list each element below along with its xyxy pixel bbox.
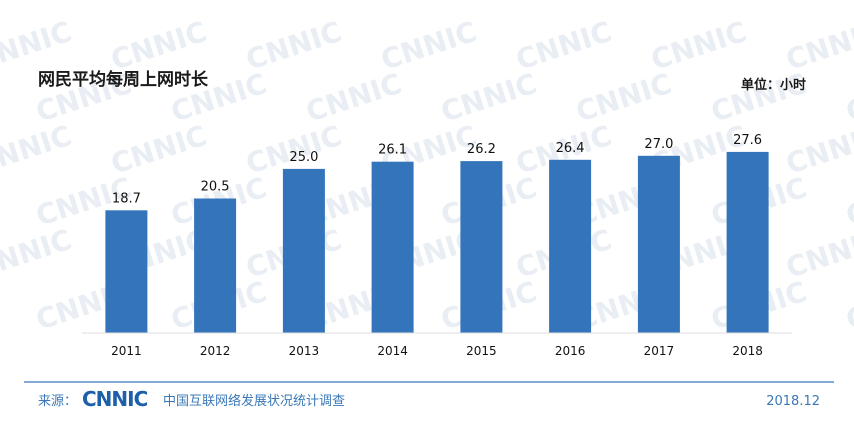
unit-label: 单位：小时 [741,77,806,93]
bar-2012 [194,198,237,333]
x-tick-2017: 2017 [644,344,675,358]
watermark-text: CNNIC [0,223,76,285]
x-tick-labels: 2011 2012 2013 2014 2015 2016 2017 2018 [111,344,763,358]
watermark-text: CNNIC [302,67,406,129]
watermark-text: CNNIC [782,119,854,181]
cnnic-logo: CNNIC [82,387,148,411]
value-label-2013: 25.0 [289,150,318,165]
bar-2017 [637,155,680,333]
value-label-2015: 26.2 [467,142,496,157]
value-label-2011: 18.7 [112,191,141,206]
value-label-2016: 26.4 [556,141,585,156]
bar-2013 [282,168,325,333]
chart-title: 网民平均每周上网时长 [38,69,209,90]
bar-2011 [105,210,148,333]
x-tick-2011: 2011 [111,344,142,358]
value-label-2012: 20.5 [201,180,230,195]
value-label-2017: 27.0 [644,137,673,152]
bar-2015 [460,161,503,333]
watermark-text: CNNIC [437,67,541,129]
value-label-2014: 26.1 [378,143,407,158]
watermark-text: CNNIC [782,223,854,285]
bar-2014 [371,161,414,333]
bars-group: 18.7 20.5 25.0 26.1 26.2 26.4 27.0 27.6 [105,133,769,334]
report-date: 2018.12 [766,394,820,409]
watermark-text: CNNIC [0,15,76,77]
bar-2016 [549,159,592,334]
watermark-text: CNNIC [707,67,811,129]
x-tick-2012: 2012 [200,344,231,358]
watermark-text: CNNIC [842,67,854,129]
x-tick-2016: 2016 [555,344,586,358]
x-tick-2018: 2018 [732,344,763,358]
watermark-text: CNNIC [782,15,854,77]
value-label-2018: 27.6 [733,133,762,148]
bar-2018 [726,151,769,333]
watermark-text: CNNIC [0,119,76,181]
organization-name: 中国互联网络发展状况统计调查 [163,393,345,409]
x-tick-2014: 2014 [377,344,408,358]
watermark-text: CNNIC [572,67,676,129]
source-label: 来源： [38,394,77,409]
watermark-text: CNNIC [842,171,854,233]
watermark-text: CNNIC [842,275,854,337]
x-tick-2013: 2013 [289,344,320,358]
x-tick-2015: 2015 [466,344,497,358]
